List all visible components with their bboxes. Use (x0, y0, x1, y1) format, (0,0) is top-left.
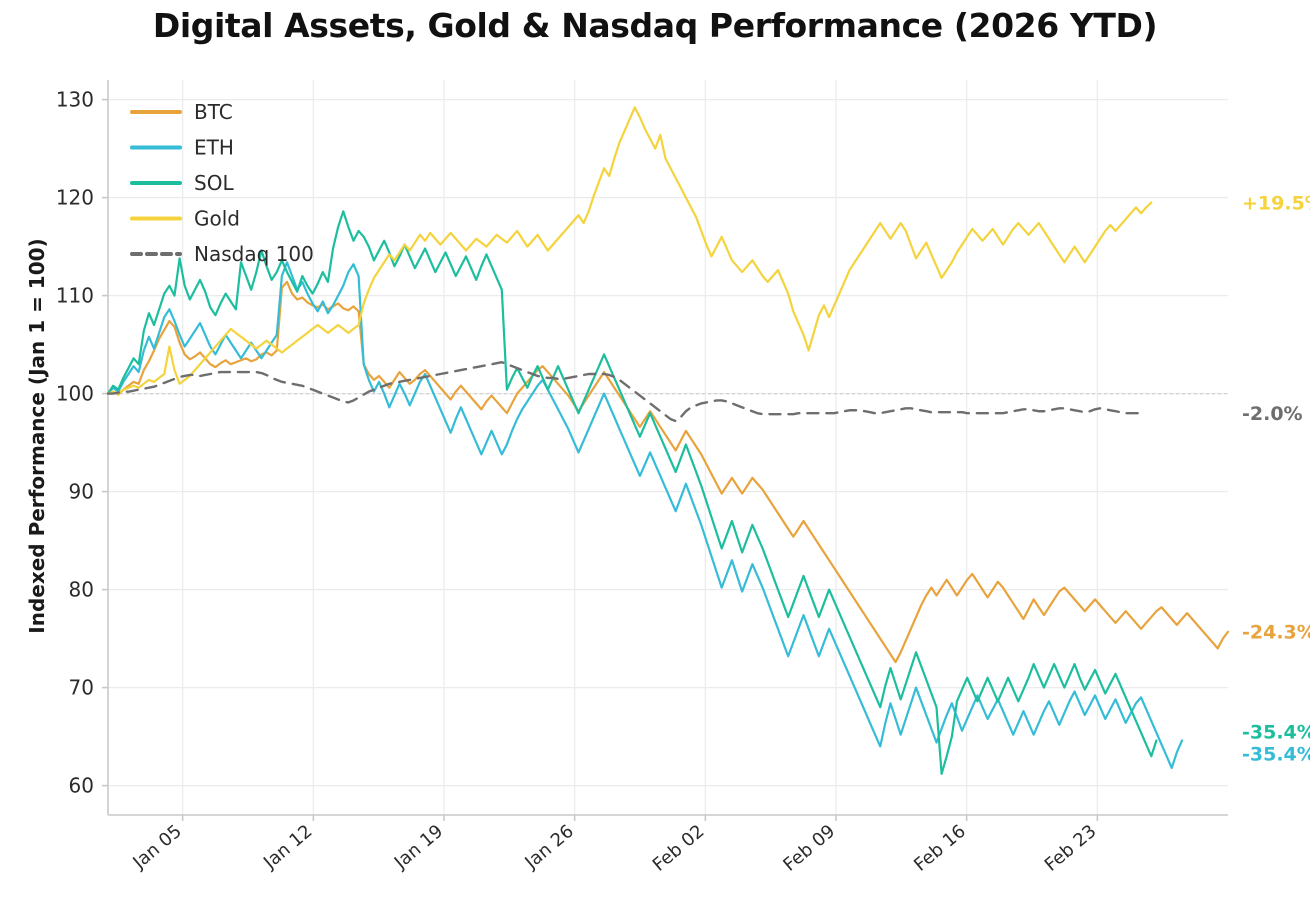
legend-label-nasdaq-100[interactable]: Nasdaq 100 (194, 242, 314, 266)
end-label-nasdaq-100: -2.0% (1242, 403, 1303, 425)
legend-label-gold[interactable]: Gold (194, 207, 240, 231)
y-tick-label: 110 (56, 284, 94, 308)
series-line-sol (106, 210, 1158, 775)
y-tick-layer: 60 70 80 90 100 110 120 130 (56, 88, 108, 798)
end-label-eth: -35.4% (1242, 744, 1310, 766)
end-label-sol: -35.4% (1242, 722, 1310, 744)
legend: BTC ETH SOL Gold Nasdaq 100 (130, 100, 314, 266)
series-layer (106, 106, 1230, 775)
grid-layer (108, 80, 1228, 815)
x-tick-label: Jan 19 (390, 821, 447, 874)
series-line-gold (106, 106, 1153, 395)
x-tick-layer: Jan 05 Jan 12 Jan 19 Jan 26 Feb 02 Feb 09 Feb … (128, 815, 1101, 876)
x-tick-label: Feb 02 (649, 821, 709, 876)
y-tick-label: 100 (56, 382, 94, 406)
legend-label-eth[interactable]: ETH (194, 136, 234, 160)
y-tick-label: 80 (69, 578, 94, 602)
series-line-eth (106, 261, 1184, 770)
series-line-btc (106, 280, 1230, 664)
x-tick-label: Jan 26 (520, 821, 577, 874)
end-label-btc: -24.3% (1242, 622, 1310, 644)
y-tick-label: 130 (56, 88, 94, 112)
end-label-layer: +19.5% -2.0% -24.3% -35.4%-35.4% (1242, 193, 1310, 766)
y-tick-label: 60 (69, 774, 94, 798)
x-tick-label: Feb 09 (779, 821, 839, 876)
y-tick-label: 70 (69, 676, 94, 700)
x-tick-label: Jan 05 (128, 821, 185, 874)
y-tick-label: 120 (56, 186, 94, 210)
series-line-nasdaq-100 (106, 361, 1143, 423)
x-tick-label: Feb 16 (910, 821, 970, 876)
y-tick-label: 90 (69, 480, 94, 504)
x-tick-label: Feb 23 (1041, 821, 1101, 876)
chart-title: Digital Assets, Gold & Nasdaq Performanc… (152, 6, 1158, 45)
legend-label-sol[interactable]: SOL (194, 171, 234, 195)
x-tick-label: Jan 12 (259, 821, 316, 874)
legend-label-btc[interactable]: BTC (194, 100, 233, 124)
axis-spines (107, 80, 1228, 816)
end-label-gold: +19.5% (1242, 193, 1310, 215)
